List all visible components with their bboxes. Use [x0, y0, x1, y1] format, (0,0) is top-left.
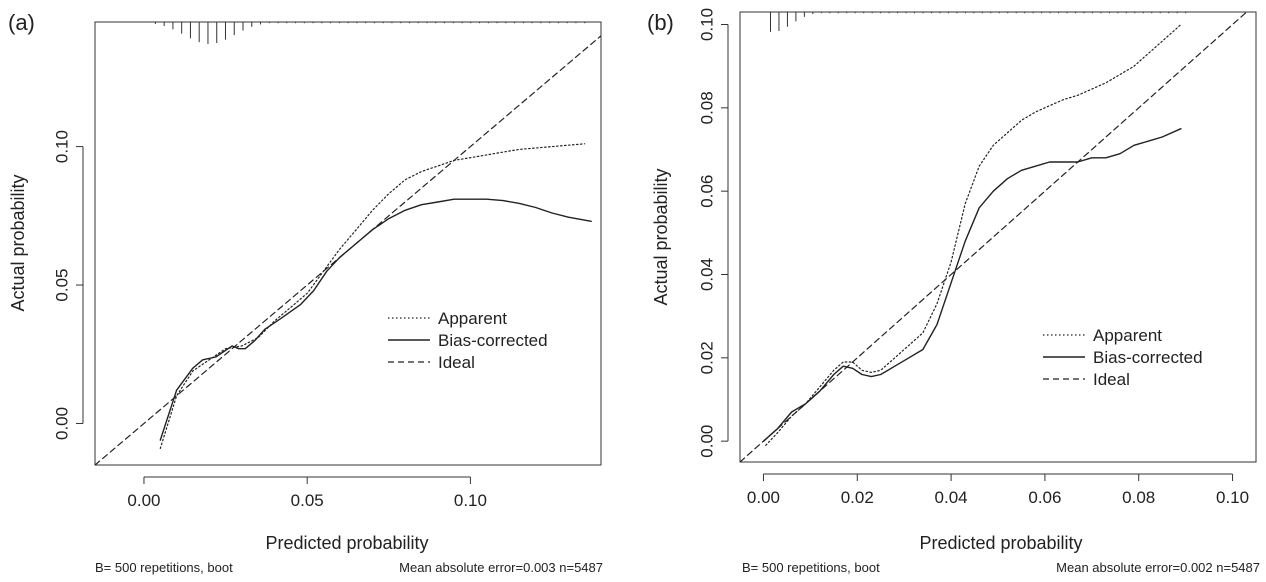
y-axis-label: Actual probability — [8, 174, 28, 311]
x-tick-label: 0.00 — [127, 491, 160, 510]
y-tick-label: 0.10 — [697, 8, 716, 41]
legend-label: Ideal — [1093, 370, 1130, 389]
calibration-panel-0: 0.00 0.05 0.10 0.00 0.05 0.10 Predicted probab… — [8, 10, 603, 575]
plot-frame — [739, 11, 1257, 463]
panel-label: (b) — [647, 10, 674, 35]
y-tick-label: 0.10 — [52, 130, 71, 163]
series-bias-corrected — [159, 198, 592, 441]
footer-error: Mean absolute error=0.002 n=5487 — [1056, 560, 1260, 575]
series-ideal — [740, 12, 1248, 462]
x-axis-label: Predicted probability — [919, 533, 1082, 553]
series-apparent — [765, 23, 1182, 446]
y-tick-label: 0.00 — [697, 425, 716, 458]
legend-label: Bias-corrected — [1093, 348, 1203, 367]
x-tick-label: 0.08 — [1122, 488, 1155, 507]
y-axis-label: Actual probability — [651, 168, 671, 305]
prediction-distribution — [154, 22, 586, 44]
x-tick-label: 0.04 — [935, 488, 968, 507]
y-tick-label: 0.00 — [52, 407, 71, 440]
calibration-panel-1: 0.00 0.02 0.04 0.06 0.08 0.10 0.00 0.02 0.04 0.06… — [647, 8, 1260, 575]
plot-frame — [94, 21, 602, 466]
series-ideal — [95, 35, 601, 465]
series-apparent — [159, 143, 586, 449]
x-tick-label: 0.05 — [291, 491, 324, 510]
panel-label: (a) — [8, 10, 35, 35]
x-tick-label: 0.00 — [747, 488, 780, 507]
x-tick-label: 0.10 — [454, 491, 487, 510]
series-bias-corrected — [762, 127, 1182, 442]
y-tick-label: 0.06 — [697, 175, 716, 208]
y-tick-label: 0.05 — [52, 268, 71, 301]
x-tick-label: 0.10 — [1216, 488, 1249, 507]
footer-repetitions: B= 500 repetitions, boot — [742, 560, 880, 575]
legend: Apparent Bias-corrected Ideal — [388, 309, 548, 372]
legend-label: Ideal — [438, 353, 475, 372]
legend: Apparent Bias-corrected Ideal — [1043, 326, 1203, 389]
x-axis-label: Predicted probability — [265, 533, 428, 553]
x-tick-label: 0.06 — [1028, 488, 1061, 507]
footer-repetitions: B= 500 repetitions, boot — [95, 560, 233, 575]
legend-label: Bias-corrected — [438, 331, 548, 350]
y-tick-label: 0.08 — [697, 91, 716, 124]
y-tick-label: 0.02 — [697, 341, 716, 374]
y-tick-label: 0.04 — [697, 258, 716, 291]
footer-error: Mean absolute error=0.003 n=5487 — [399, 560, 603, 575]
x-tick-label: 0.02 — [841, 488, 874, 507]
legend-label: Apparent — [438, 309, 507, 328]
legend-label: Apparent — [1093, 326, 1162, 345]
prediction-distribution — [769, 12, 1187, 32]
